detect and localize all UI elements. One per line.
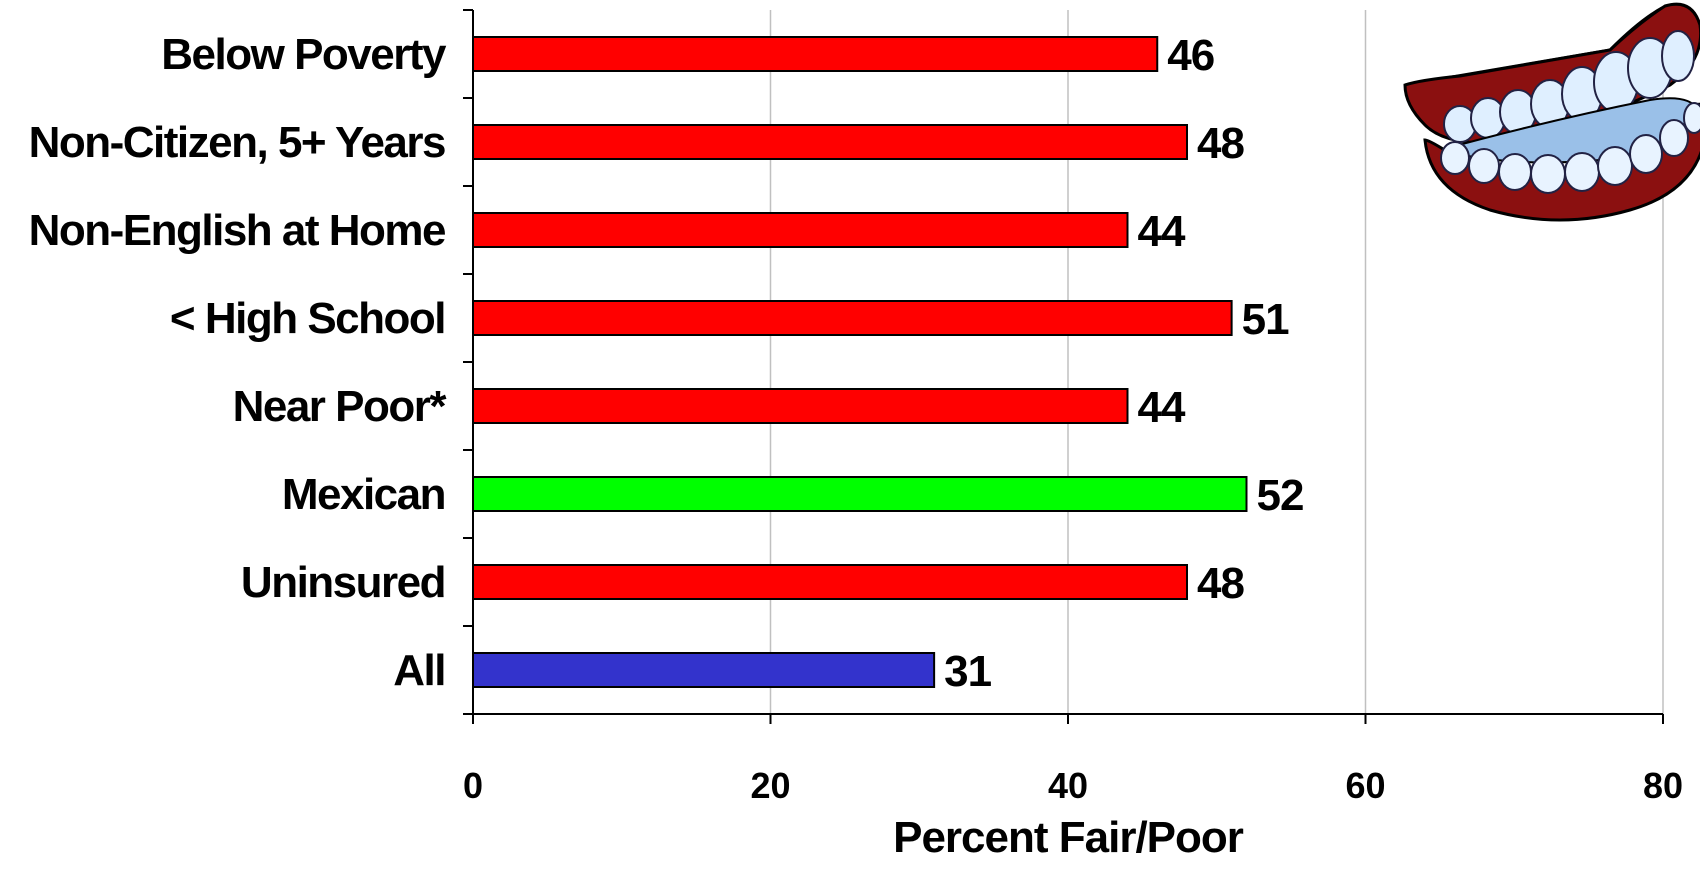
x-tick-label: 80 <box>1643 765 1683 806</box>
category-labels: Below Poverty Non-Citizen, 5+ Years Non-En… <box>29 30 449 695</box>
value-label: 44 <box>1138 383 1186 432</box>
bar <box>472 212 1129 248</box>
category-label: < High School <box>170 294 445 343</box>
value-label: 48 <box>1197 119 1244 168</box>
bar <box>472 652 936 688</box>
category-label: Uninsured <box>241 558 445 607</box>
x-tick-label: 60 <box>1345 765 1385 806</box>
category-label: Non-English at Home <box>29 206 445 255</box>
x-tick-label: 40 <box>1048 765 1088 806</box>
category-label: All <box>393 646 445 695</box>
x-axis-title: Percent Fair/Poor <box>893 813 1244 862</box>
category-label: Near Poor* <box>233 382 448 431</box>
bars <box>472 36 1248 688</box>
value-label: 52 <box>1257 471 1304 520</box>
bar <box>472 388 1129 424</box>
value-label: 51 <box>1242 295 1289 344</box>
category-label: Mexican <box>282 470 445 519</box>
value-label: 31 <box>944 647 991 696</box>
x-tick-labels: 0 20 40 60 80 <box>463 765 1683 806</box>
x-tick-label: 20 <box>750 765 790 806</box>
bar <box>472 564 1188 600</box>
chattering-teeth-icon <box>1403 2 1700 222</box>
x-tick-label: 0 <box>463 765 483 806</box>
bar <box>472 36 1159 72</box>
bar <box>472 124 1188 160</box>
axes <box>463 9 1664 724</box>
category-label: Below Poverty <box>161 30 447 79</box>
bar <box>472 476 1248 512</box>
category-label: Non-Citizen, 5+ Years <box>29 118 445 167</box>
value-label: 44 <box>1138 207 1186 256</box>
value-label: 46 <box>1167 31 1214 80</box>
bar <box>472 300 1233 336</box>
value-label: 48 <box>1197 559 1244 608</box>
